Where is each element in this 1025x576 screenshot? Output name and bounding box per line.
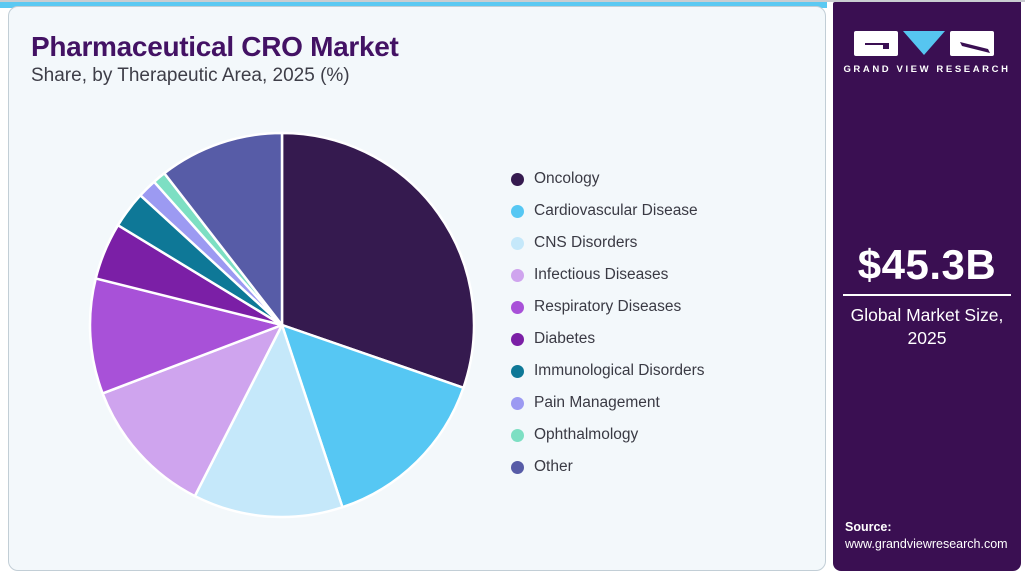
legend-label: Respiratory Diseases <box>534 298 682 315</box>
chart-legend: Oncology Cardiovascular Disease CNS Disord… <box>511 163 705 483</box>
chart-card: Pharmaceutical CRO Market Share, by Ther… <box>8 6 826 571</box>
legend-dot-icon <box>511 172 524 186</box>
market-size-label-line2: 2025 <box>907 328 947 348</box>
legend-dot-icon <box>511 364 524 378</box>
legend-label: Diabetes <box>534 330 596 347</box>
source-label: Source: <box>845 520 892 534</box>
legend-item-ophthalmology: Ophthalmology <box>511 419 705 451</box>
market-size-value: $45.3B <box>857 241 997 288</box>
legend-item-pain-management: Pain Management <box>511 387 705 419</box>
legend-label: CNS Disorders <box>534 234 638 251</box>
pie-slice-respiratory-diseases <box>88 277 284 395</box>
legend-item-cardiovascular-disease: Cardiovascular Disease <box>511 195 705 227</box>
legend-item-other: Other <box>511 451 705 483</box>
legend-item-oncology: Oncology <box>511 163 705 195</box>
logo-g-glyph <box>865 43 889 49</box>
legend-label: Pain Management <box>534 394 660 411</box>
legend-item-infectious-diseases: Infectious Diseases <box>511 259 705 291</box>
legend-label: Immunological Disorders <box>534 362 705 379</box>
grand-view-research-logo-icon <box>854 31 994 56</box>
legend-item-respiratory-diseases: Respiratory Diseases <box>511 291 705 323</box>
pie-slice-other <box>163 131 284 327</box>
pie-chart <box>88 131 476 519</box>
logo-v-glyph <box>903 31 945 55</box>
brand-sidebar: GRAND VIEW RESEARCH $45.3B Global Market… <box>833 2 1021 571</box>
legend-dot-icon <box>511 332 524 346</box>
logo-r-glyph <box>960 42 990 53</box>
legend-label: Ophthalmology <box>534 426 639 443</box>
legend-dot-icon <box>511 300 524 314</box>
page-title: Pharmaceutical CRO Market <box>31 31 399 62</box>
brand-logo-block: GRAND VIEW RESEARCH <box>833 30 1021 75</box>
legend-item-cns-disorders: CNS Disorders <box>511 227 705 259</box>
legend-item-diabetes: Diabetes <box>511 323 705 355</box>
legend-dot-icon <box>511 204 524 218</box>
pie-slice-cns-disorders <box>193 323 344 519</box>
source-block: Source: www.grandviewresearch.com <box>845 519 1008 553</box>
legend-item-immunological-disorders: Immunological Disorders <box>511 355 705 387</box>
legend-label: Other <box>534 458 573 475</box>
pie-slice-infectious-diseases <box>101 323 284 498</box>
legend-dot-icon <box>511 428 524 442</box>
pie-slice-oncology <box>280 131 476 390</box>
legend-dot-icon <box>511 236 524 250</box>
legend-label: Cardiovascular Disease <box>534 202 698 219</box>
source-url: www.grandviewresearch.com <box>845 537 1008 551</box>
legend-dot-icon <box>511 396 524 410</box>
brand-name: GRAND VIEW RESEARCH <box>843 64 1011 75</box>
top-border-line <box>0 0 1025 2</box>
legend-dot-icon <box>511 268 524 282</box>
legend-label: Oncology <box>534 170 600 187</box>
legend-label: Infectious Diseases <box>534 266 669 283</box>
legend-dot-icon <box>511 460 524 474</box>
market-size-divider <box>843 294 1011 296</box>
market-size-block: $45.3B Global Market Size, 2025 <box>833 242 1021 350</box>
page-subtitle: Share, by Therapeutic Area, 2025 (%) <box>31 65 350 86</box>
market-size-label-line1: Global Market Size, <box>850 305 1004 325</box>
accent-topbar <box>0 2 827 8</box>
